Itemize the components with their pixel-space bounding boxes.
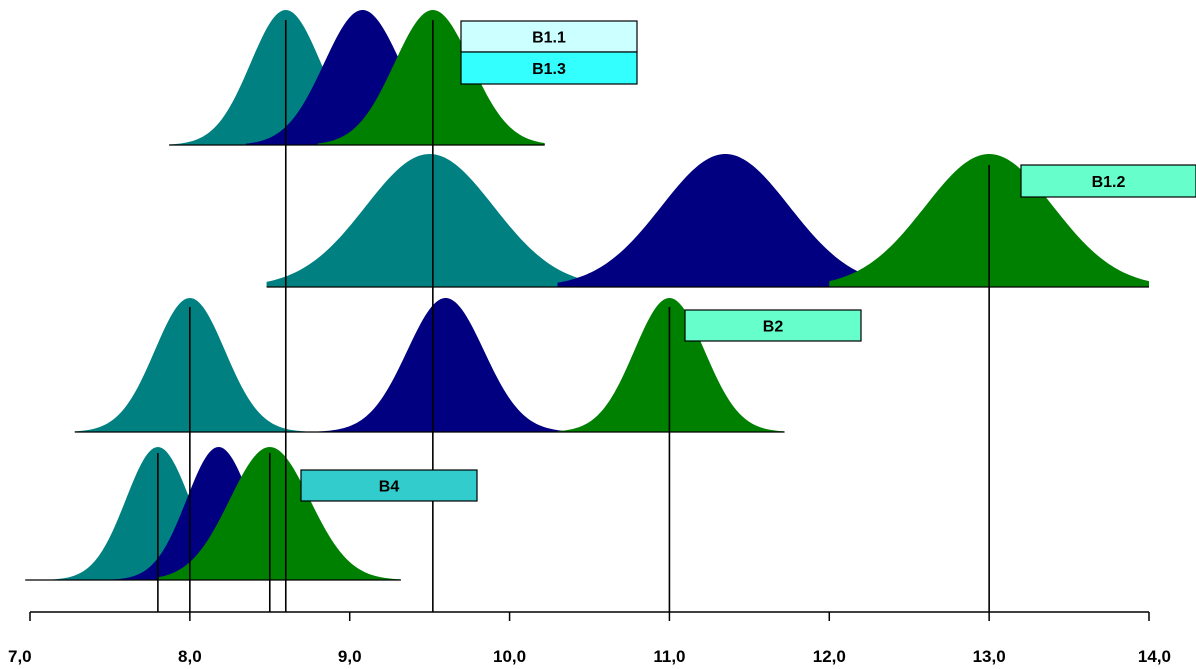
distribution-B1-1-green — [317, 10, 545, 145]
x-tick-label: 7,0 — [8, 647, 32, 666]
row-label-box — [1020, 164, 1196, 198]
row-label-text: B1.2 — [1092, 174, 1126, 191]
x-axis: 7,0 8,0 9,0 10,0 11,0 12,0 13,0 14,0 — [8, 611, 1171, 666]
distribution-B4-navy — [109, 447, 334, 580]
distribution-B2-navy — [311, 298, 574, 432]
row-label-B1-3: B1.3 — [460, 51, 638, 85]
x-tick-label: 8,0 — [178, 647, 202, 666]
x-tick-label: 10,0 — [493, 647, 526, 666]
row-label-B1-1: B1.1 — [460, 20, 638, 53]
x-tick-label: 14,0 — [1138, 647, 1171, 666]
distribution-B1-2-navy — [557, 154, 902, 287]
row-label-text: B4 — [379, 479, 400, 496]
row-label-B4: B4 — [300, 469, 478, 502]
labels-layer: B1.1 B1.3 B1.2 B2 B4 — [300, 20, 1196, 502]
row-label-text: B1.3 — [532, 61, 566, 78]
mean-lines-layer — [157, 20, 990, 612]
row-label-text: B2 — [763, 319, 784, 336]
row-label-box — [460, 51, 638, 85]
x-tick-label: 11,0 — [653, 647, 685, 666]
row-label-box — [300, 469, 478, 502]
row-label-box — [460, 20, 638, 53]
distribution-B2-green — [557, 298, 785, 432]
row-label-B1-2: B1.2 — [1020, 164, 1196, 198]
distribution-B4-green — [157, 447, 401, 580]
row-label-box — [684, 309, 862, 342]
x-tick-label: 13,0 — [973, 647, 1006, 666]
row-label-text: B1.1 — [532, 30, 566, 47]
curves-layer — [25, 10, 1149, 581]
x-tick-label: 12,0 — [813, 647, 846, 666]
row-label-B2: B2 — [684, 309, 862, 342]
distribution-B1-2-teal — [266, 154, 606, 287]
x-tick-label: 9,0 — [338, 647, 362, 666]
